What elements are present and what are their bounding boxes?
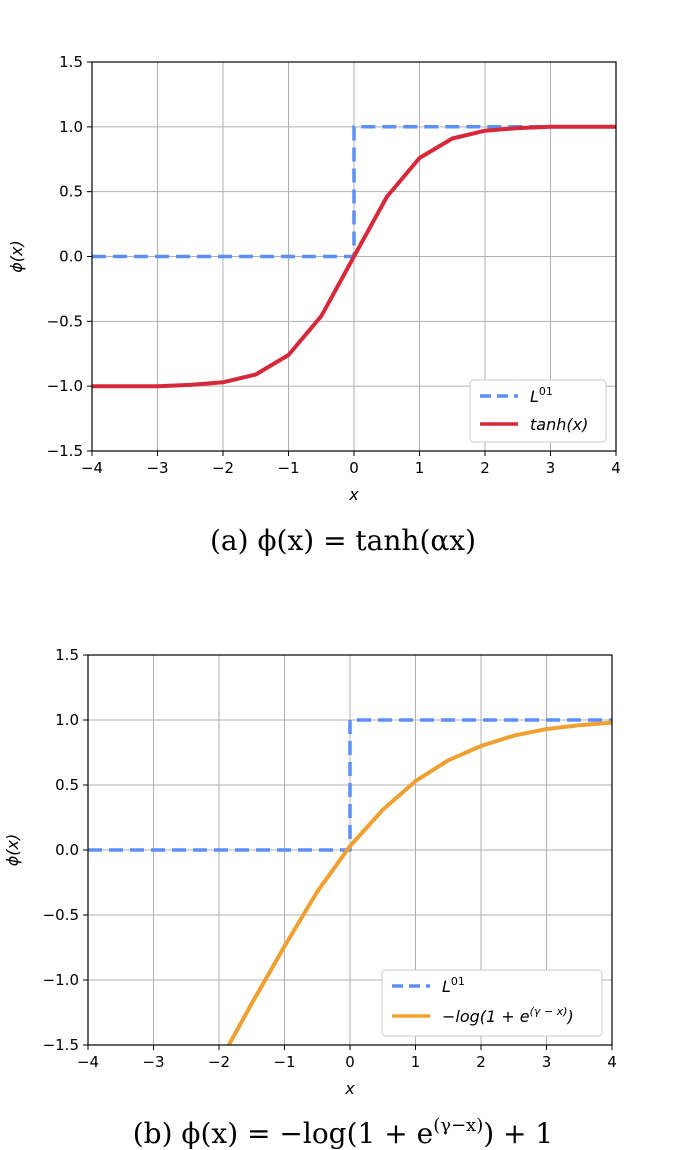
legend-a: L01 tanh(x) <box>469 379 607 443</box>
chart-a: −4 −3 −2 −1 0 1 2 3 4 1.5 1.0 0.5 0.0 −0.5 −1.0 −1.5 x ϕ(… <box>7 53 621 504</box>
x-tick-label: 0 <box>345 1053 355 1071</box>
legend-b-l01-label: L01 <box>442 975 465 996</box>
y-tick-label: −1.5 <box>43 1036 79 1054</box>
legend-b-frame <box>381 969 603 1037</box>
x-axis-label: x <box>344 1079 355 1098</box>
plot-frame <box>87 654 613 1046</box>
y-tick-label: −0.5 <box>47 312 83 330</box>
x-tick-label: −4 <box>77 1053 99 1071</box>
legend-b: L01 −log(1 + e(γ − x)) <box>381 969 603 1037</box>
x-tick-label: 4 <box>607 1053 617 1071</box>
x-axis-label: x <box>348 485 359 504</box>
y-tick-label: −0.5 <box>43 906 79 924</box>
legend-b-log-label: −log(1 + e(γ − x)) <box>442 1005 574 1026</box>
series-line-1 <box>227 720 612 1045</box>
x-tick-label: −4 <box>81 459 103 477</box>
x-tick-label: 1 <box>411 1053 421 1071</box>
x-tick-label: 4 <box>611 459 621 477</box>
series-line-0 <box>88 718 612 852</box>
x-tick-label: 3 <box>542 1053 552 1071</box>
x-tick-label: −3 <box>142 1053 164 1071</box>
x-tick-label: 2 <box>480 459 490 477</box>
y-tick-label: −1.0 <box>47 377 83 395</box>
x-tick-label: −1 <box>277 459 299 477</box>
y-tick-label: −1.0 <box>43 971 79 989</box>
y-tick-label: −1.5 <box>47 442 83 460</box>
x-tick-label: −1 <box>273 1053 295 1071</box>
legend-a-tanh-label: tanh(x) <box>530 415 588 434</box>
y-axis-label: ϕ(x) <box>3 834 22 867</box>
y-tick-label: 1.0 <box>59 118 83 136</box>
x-tick-label: 0 <box>349 459 359 477</box>
y-tick-label: 0.5 <box>55 776 79 794</box>
x-tick-label: −2 <box>212 459 234 477</box>
y-tick-label: 1.0 <box>55 711 79 729</box>
caption-a: (a) ϕ(x) = tanh(αx) <box>210 524 476 557</box>
x-tick-label: −2 <box>208 1053 230 1071</box>
y-tick-label: 1.5 <box>59 53 83 71</box>
caption-b: (b) ϕ(x) = −log(1 + e(γ−x)) + 1 <box>133 1115 553 1150</box>
x-tick-label: 2 <box>476 1053 486 1071</box>
x-tick-label: −3 <box>146 459 168 477</box>
y-tick-label: 0.0 <box>55 841 79 859</box>
chart-b: −4 −3 −2 −1 0 1 2 3 4 1.5 1.0 0.5 0.0 −0.5 −1.0 −1.5 x ϕ(… <box>3 646 617 1098</box>
y-tick-label: 0.0 <box>59 248 83 266</box>
y-axis-label: ϕ(x) <box>7 240 26 273</box>
series-line-0 <box>92 125 616 259</box>
plot-frame <box>91 61 617 452</box>
y-tick-label: 1.5 <box>55 646 79 664</box>
y-tick-label: 0.5 <box>59 183 83 201</box>
series-line-1 <box>92 124 616 389</box>
legend-a-l01-label: L01 <box>530 385 553 406</box>
x-tick-label: 3 <box>546 459 556 477</box>
x-tick-label: 1 <box>415 459 425 477</box>
